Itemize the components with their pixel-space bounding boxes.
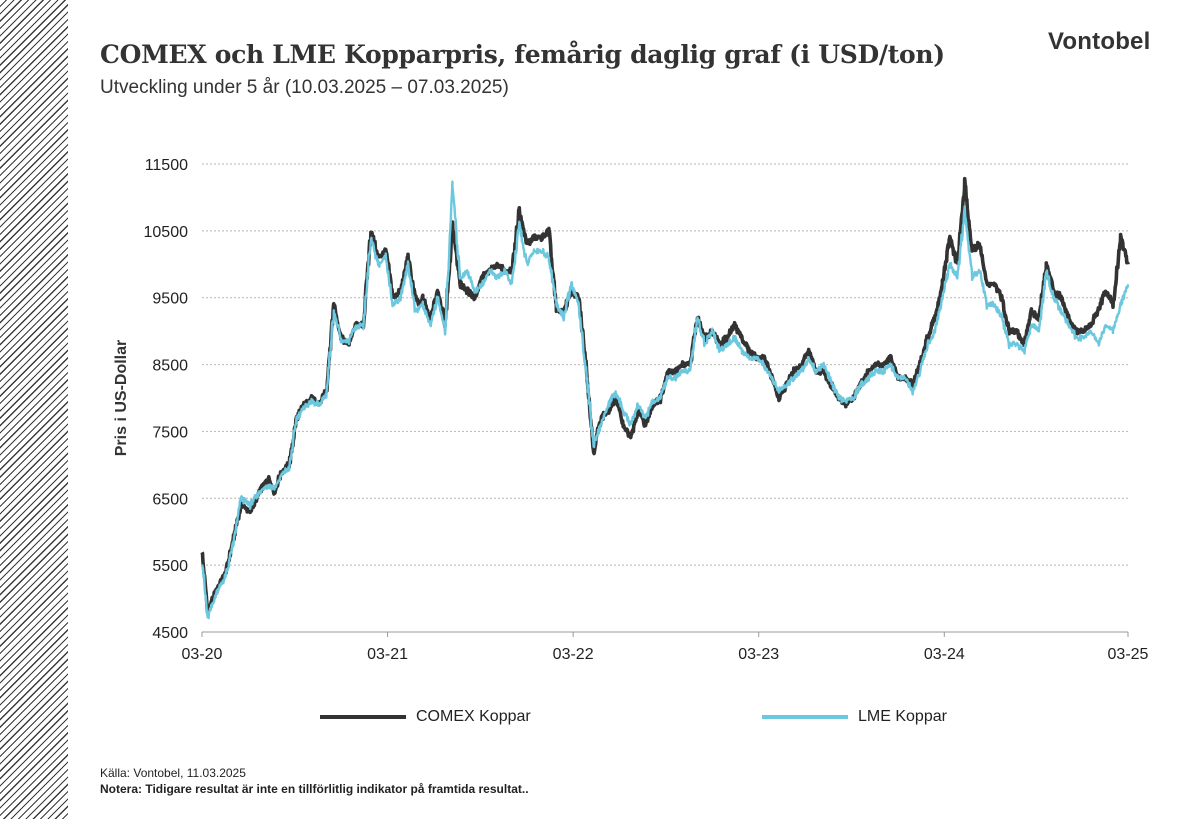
legend-item-lme: LME Koppar <box>762 708 947 726</box>
x-tick-label: 03-22 <box>553 646 594 663</box>
disclaimer-note: Notera: Tidigare resultat är inte en til… <box>100 782 529 796</box>
legend-item-comex: COMEX Koppar <box>320 708 531 726</box>
x-tick-label: 03-21 <box>367 646 408 663</box>
gridlines <box>202 163 1128 633</box>
legend-swatch-lme <box>762 715 848 719</box>
y-tick-label: 4500 <box>152 625 188 642</box>
source-note: Källa: Vontobel, 11.03.2025 <box>100 766 246 780</box>
legend-swatch-comex <box>320 715 406 719</box>
series-line-lme <box>200 180 1130 620</box>
x-tick-labels: 03-20 03-21 03-22 03-23 03-24 03-25 <box>182 632 1149 663</box>
y-tick-label: 9500 <box>152 291 188 308</box>
y-tick-labels: 4500 5500 6500 7500 8500 9500 10500 11500 <box>144 157 189 642</box>
series-line-comex <box>200 176 1130 615</box>
hatched-side-band <box>0 0 68 819</box>
brand-logo: Vontobel <box>1048 28 1151 55</box>
chart-title: COMEX och LME Kopparpris, femårig daglig… <box>100 40 945 69</box>
y-tick-label: 6500 <box>152 491 188 508</box>
legend-label-comex: COMEX Koppar <box>416 708 531 725</box>
y-axis-label: Pris i US-Dollar <box>113 340 130 456</box>
series-lines <box>200 176 1130 620</box>
y-tick-label: 7500 <box>152 424 188 441</box>
y-tick-label: 8500 <box>152 358 188 375</box>
legend-label-lme: LME Koppar <box>858 708 947 725</box>
x-tick-label: 03-24 <box>924 646 965 663</box>
x-tick-label: 03-23 <box>738 646 779 663</box>
y-tick-label: 10500 <box>144 224 189 241</box>
x-tick-label: 03-20 <box>182 646 223 663</box>
y-tick-label: 5500 <box>152 558 188 575</box>
x-tick-label: 03-25 <box>1108 646 1149 663</box>
y-tick-label: 11500 <box>145 157 188 174</box>
line-chart: 4500 5500 6500 7500 8500 9500 10500 11500 03-20… <box>113 157 1149 663</box>
chart-subtitle: Utveckling under 5 år (10.03.2025 – 07.0… <box>100 77 509 98</box>
